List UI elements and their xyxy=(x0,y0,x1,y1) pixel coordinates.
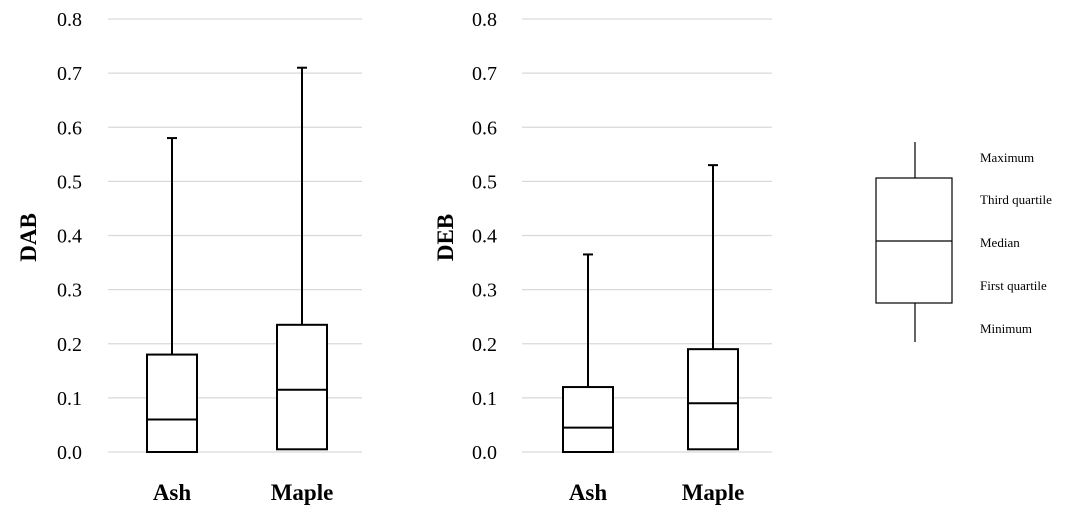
y-tick-label: 0.6 xyxy=(57,117,82,139)
y-tick-label: 0.7 xyxy=(472,63,497,85)
y-tick-label: 0.4 xyxy=(57,226,82,248)
y-tick-label: 0.4 xyxy=(472,226,497,248)
y-axis-label: DEB xyxy=(433,214,458,261)
y-tick-label: 0.5 xyxy=(57,171,82,193)
y-tick-label: 0.0 xyxy=(57,442,82,464)
y-tick-label: 0.5 xyxy=(472,171,497,193)
box-maple xyxy=(687,348,739,451)
y-tick-label: 0.8 xyxy=(472,9,497,31)
x-category-label: Maple xyxy=(271,480,334,505)
y-tick-label: 0.6 xyxy=(472,117,497,139)
legend-label-first-quartile: First quartile xyxy=(980,278,1047,293)
x-category-label: Ash xyxy=(569,480,608,505)
y-tick-label: 0.2 xyxy=(472,334,497,356)
box-ash xyxy=(146,353,198,454)
y-tick-label: 0.3 xyxy=(57,280,82,302)
y-tick-label: 0.1 xyxy=(472,388,497,410)
y-tick-label: 0.0 xyxy=(472,442,497,464)
box-ash xyxy=(562,386,614,453)
chart-deb: 0.0 0.1 0.2 0.3 0.4 0.5 0.6 0.7 0.8 DEB Ash Maple xyxy=(433,9,772,505)
x-category-label: Ash xyxy=(153,480,192,505)
legend-label-maximum: Maximum xyxy=(980,150,1034,165)
y-axis-label: DAB xyxy=(16,213,41,262)
box-maple xyxy=(276,323,328,451)
y-tick-label: 0.2 xyxy=(57,334,82,356)
y-tick-label: 0.1 xyxy=(57,388,82,410)
legend-label-minimum: Minimum xyxy=(980,321,1032,336)
y-tick-label: 0.3 xyxy=(472,280,497,302)
y-tick-label: 0.8 xyxy=(57,9,82,31)
legend-label-median: Median xyxy=(980,235,1020,250)
chart-dab: 0.0 0.1 0.2 0.3 0.4 0.5 0.6 0.7 0.8 DAB Ash Maple xyxy=(16,9,362,505)
x-category-label: Maple xyxy=(682,480,745,505)
legend-label-third-quartile: Third quartile xyxy=(980,192,1052,207)
y-tick-label: 0.7 xyxy=(57,63,82,85)
boxplot-legend: Maximum Third quartile Median First quar… xyxy=(875,142,1052,342)
